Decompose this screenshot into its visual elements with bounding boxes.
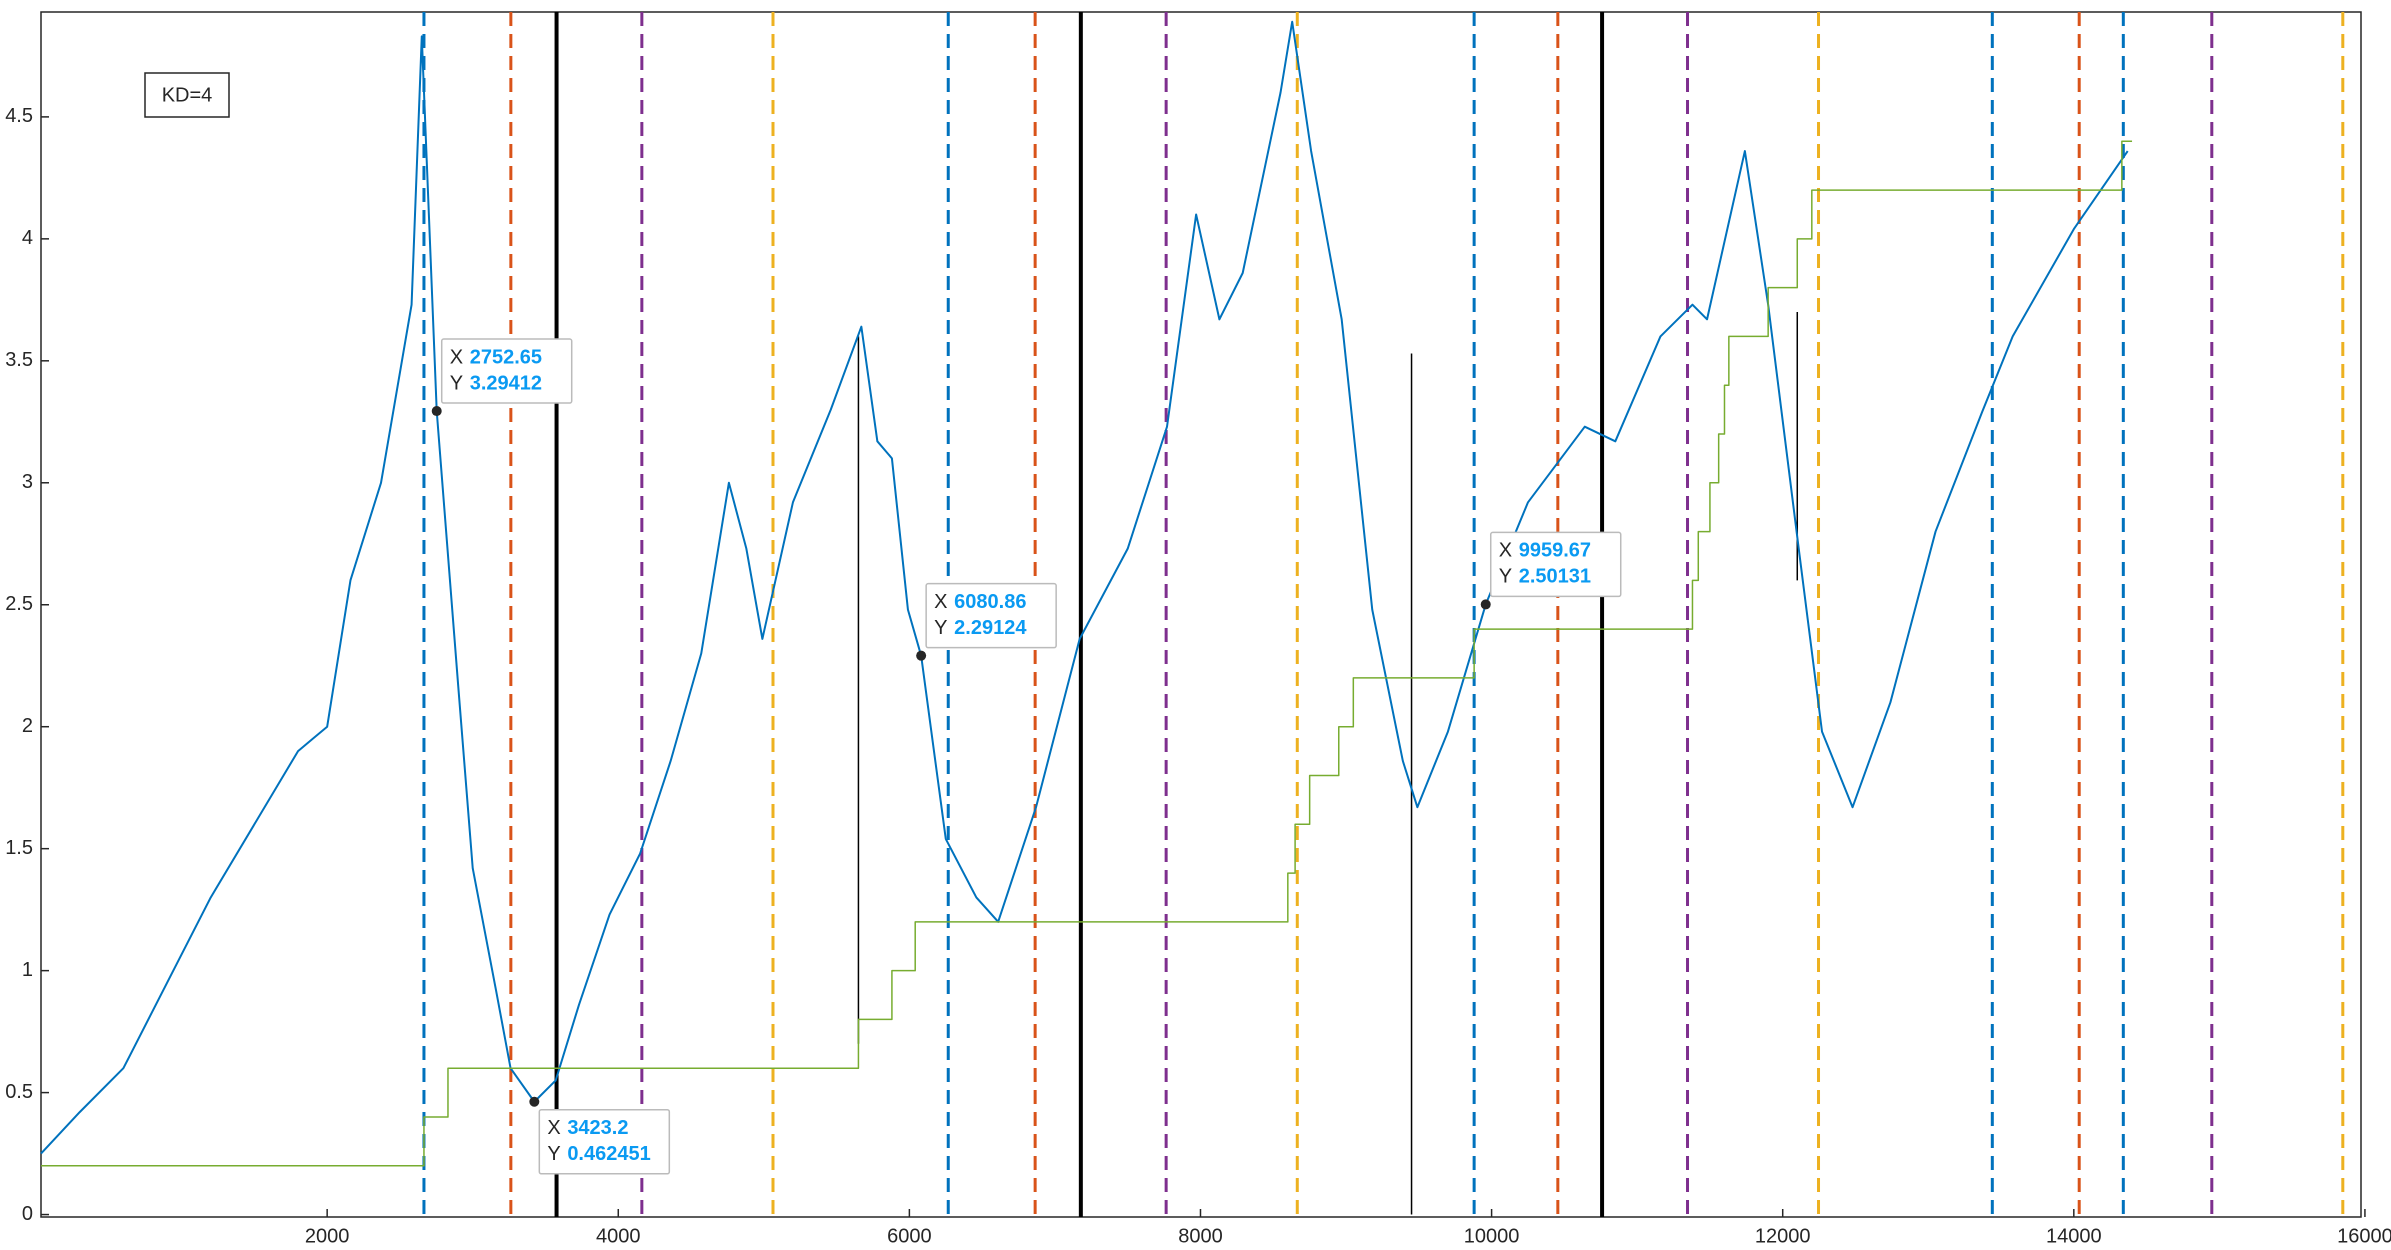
- datatip-y-label: Y: [1499, 566, 1512, 588]
- y-tick-label: 4: [22, 227, 33, 249]
- y-tick-label: 0: [22, 1203, 33, 1225]
- datatip-box: [925, 582, 1057, 649]
- datatip-y-value: 0.462451: [567, 1143, 650, 1165]
- y-tick-label: 4.5: [5, 105, 33, 127]
- y-tick-label: 3.5: [5, 349, 33, 371]
- datatip-x-label: X: [450, 346, 463, 368]
- datatip-marker: [916, 650, 927, 661]
- datatip-x-value: 9959.67: [1519, 540, 1591, 562]
- datatip-x-value: 2752.65: [470, 346, 542, 368]
- y-tick-label: 3: [22, 471, 33, 493]
- datatip-box: [538, 1109, 671, 1175]
- datatip-box: [440, 338, 573, 404]
- datatip-x-value: 6080.86: [954, 591, 1026, 613]
- datatip-x-value: 3423.2: [567, 1117, 628, 1139]
- datatip-y-label: Y: [934, 617, 947, 639]
- datatip-box: [1489, 531, 1622, 598]
- x-tick-label: 6000: [887, 1225, 932, 1247]
- y-tick-label: 1.5: [5, 837, 33, 859]
- annotation: KD=4: [162, 84, 213, 106]
- datatip-marker: [529, 1096, 540, 1107]
- datatip-marker: [431, 406, 442, 417]
- datatip-y-label: Y: [547, 1143, 560, 1165]
- datatip-y-label: Y: [450, 372, 463, 394]
- plot-area: 2000 4000 6000 8000 10000 12000 14000 16000 0 0.5…: [5, 11, 2391, 1247]
- y-tick-label: 0.5: [5, 1081, 33, 1103]
- datatip-y-value: 2.50131: [1519, 566, 1591, 588]
- x-tick-label: 4000: [596, 1225, 641, 1247]
- series-line: [40, 20, 2129, 1155]
- datatip-marker: [1480, 599, 1491, 610]
- x-tick-label: 16000: [2337, 1225, 2391, 1247]
- y-tick-label: 2: [22, 715, 33, 737]
- y-tick-label: 1: [22, 959, 33, 981]
- datatip: X 6080.86 Y 2.29124: [916, 582, 1057, 661]
- datatip-y-value: 2.29124: [954, 617, 1027, 639]
- datatip-x-label: X: [547, 1117, 560, 1139]
- datatip-x-label: X: [1499, 540, 1512, 562]
- y-tick-label: 2.5: [5, 593, 33, 615]
- datatip: X 9959.67 Y 2.50131: [1480, 531, 1622, 610]
- x-tick-label: 14000: [2046, 1225, 2102, 1247]
- datatip: X 3423.2 Y 0.462451: [529, 1096, 671, 1175]
- datatip-y-value: 3.29412: [470, 372, 542, 394]
- series-line: [41, 140, 2133, 1167]
- datatip-x-label: X: [934, 591, 947, 613]
- x-tick-label: 2000: [305, 1225, 350, 1247]
- x-tick-label: 12000: [1755, 1225, 1811, 1247]
- annotation-box: [144, 72, 230, 118]
- x-tick-label: 8000: [1178, 1225, 1223, 1247]
- datatip: X 2752.65 Y 3.29412: [431, 338, 573, 417]
- x-tick-label: 10000: [1464, 1225, 1520, 1247]
